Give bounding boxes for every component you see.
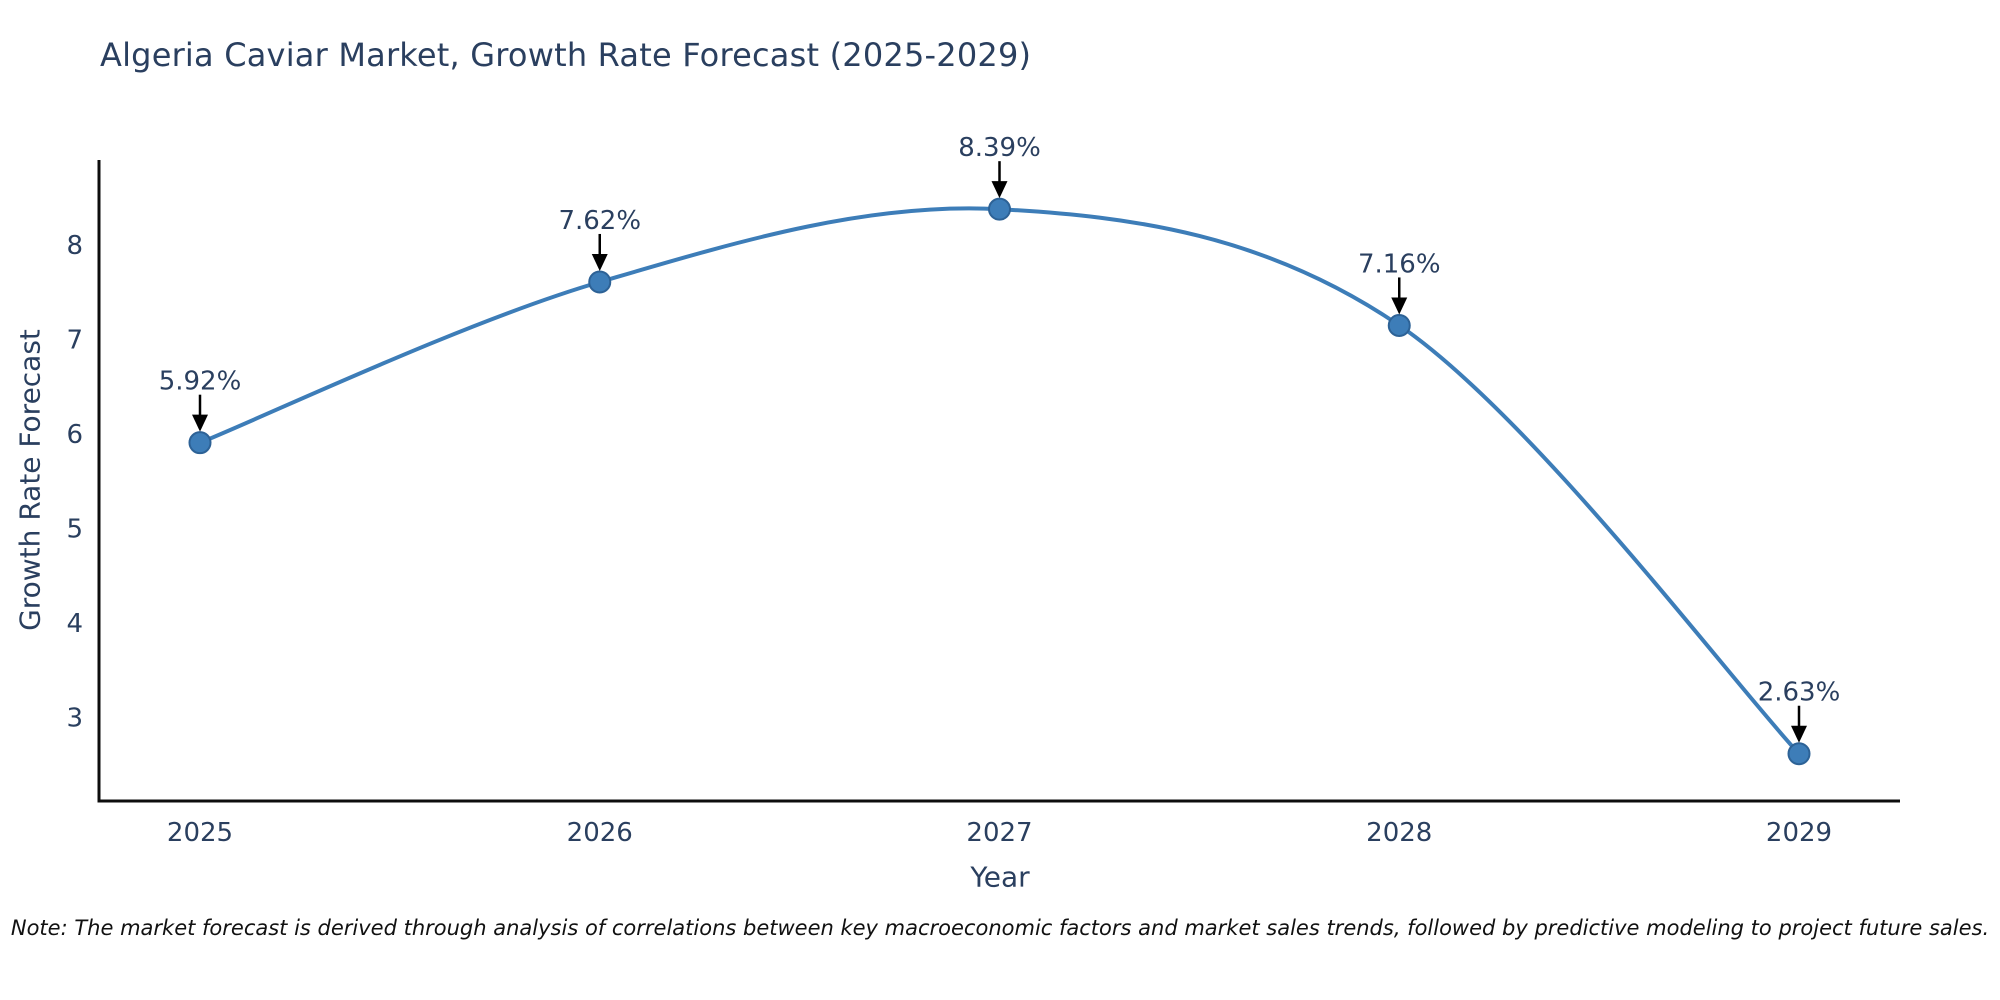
annotation-label: 2.63%: [1758, 678, 1841, 708]
series-line: [198, 206, 1801, 756]
x-tick-label: 2026: [567, 818, 633, 848]
data-point-marker: [1787, 742, 1811, 766]
data-point-marker: [188, 431, 212, 455]
annotation-arrow-head: [991, 181, 1008, 199]
y-tick-label: 5: [66, 515, 83, 545]
data-point-marker: [588, 270, 612, 294]
annotation-arrow-head: [192, 414, 208, 432]
y-tick-label: 4: [66, 609, 83, 639]
y-tick-label: 7: [66, 326, 83, 356]
y-tick-label: 3: [66, 704, 83, 734]
x-axis-label: Year: [970, 860, 1030, 894]
footnote: Note: The market forecast is derived thr…: [10, 916, 1990, 940]
annotation-label: 7.16%: [1358, 249, 1441, 279]
y-tick-label: 6: [66, 420, 83, 450]
x-tick-label: 2029: [1766, 818, 1832, 848]
data-point-marker: [1387, 313, 1411, 337]
annotation-arrow-head: [1391, 297, 1408, 315]
annotation-label: 8.39%: [958, 133, 1041, 163]
x-tick-label: 2027: [966, 818, 1032, 848]
data-point-marker: [988, 197, 1011, 221]
x-tick-label: 2028: [1366, 818, 1432, 848]
annotation-label: 7.62%: [558, 206, 641, 236]
annotation-label: 5.92%: [159, 367, 242, 397]
chart-title: Algeria Caviar Market, Growth Rate Forec…: [100, 36, 1032, 74]
annotation-arrow-head: [1791, 725, 1807, 743]
axis-line: [97, 160, 1900, 803]
x-tick-label: 2025: [167, 818, 233, 848]
annotation-arrow-head: [591, 253, 608, 271]
y-tick-label: 8: [66, 231, 83, 261]
